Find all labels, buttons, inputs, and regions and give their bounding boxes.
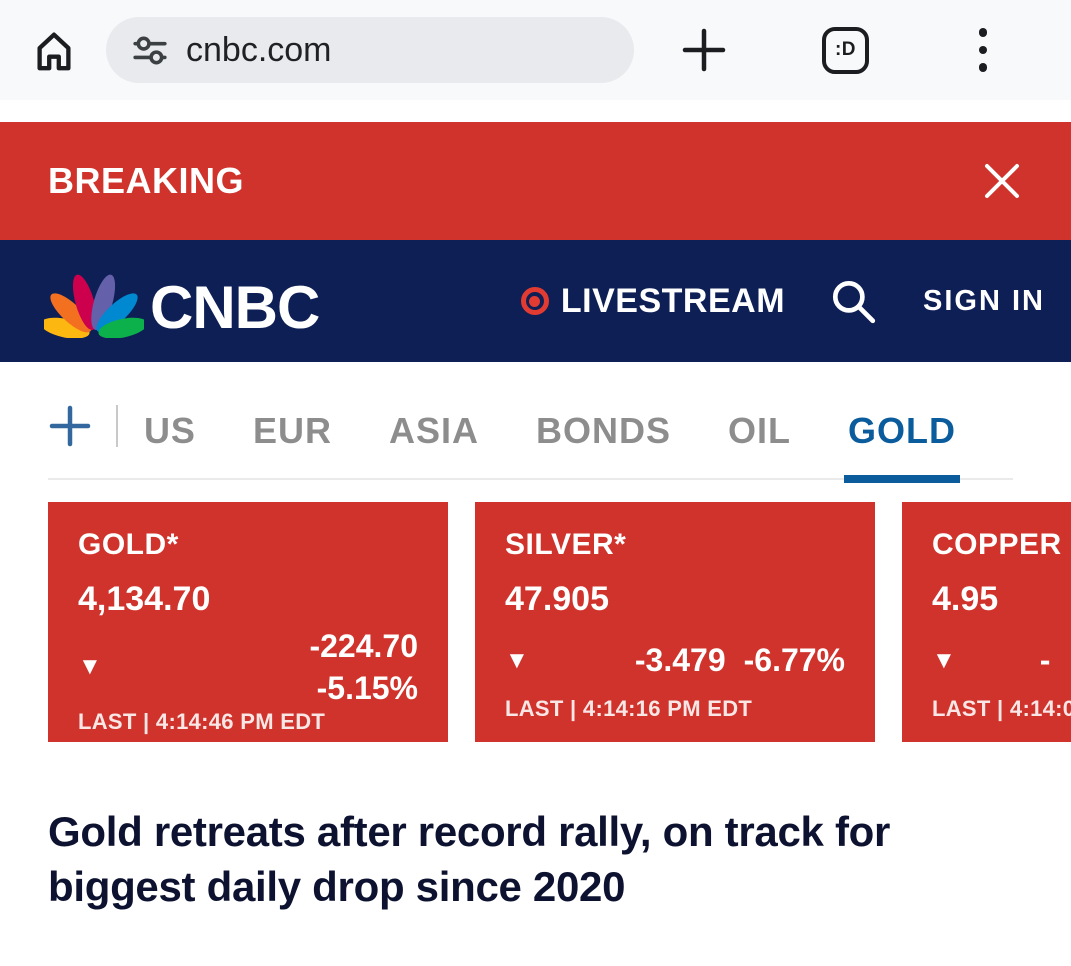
card-last-time: LAST | 4:14:16 PM EDT [505, 696, 753, 721]
url-bar[interactable]: cnbc.com [106, 17, 634, 83]
add-ticker-button[interactable] [48, 404, 92, 470]
cnbc-logo[interactable]: CNBC [44, 264, 320, 341]
tab-oil[interactable]: OIL [728, 410, 791, 451]
card-symbol: SILVER* [505, 528, 627, 561]
market-card-gold[interactable]: GOLD* 4,134.70 ▼ -224.70 -5.15% LAST | 4… [48, 502, 448, 742]
live-dot-icon [520, 287, 549, 315]
tab-switcher-button[interactable]: :D [822, 26, 869, 74]
market-card-copper[interactable]: COPPER 4.95 ▼ - LAST | 4:14:0 [902, 502, 1071, 742]
card-change-pct: -5.15% [316, 670, 418, 707]
breaking-banner: BREAKING [0, 122, 1071, 240]
peacock-icon [44, 274, 144, 338]
new-tab-button[interactable] [680, 26, 728, 74]
card-last-time: LAST | 4:14:0 [932, 696, 1071, 721]
site-settings-icon [133, 36, 167, 65]
home-button[interactable] [30, 26, 78, 74]
card-change: -3.479 [634, 642, 726, 678]
card-change-row: ▼ - [932, 625, 1071, 696]
close-icon [985, 164, 1019, 198]
tab-us[interactable]: US [143, 410, 196, 451]
down-arrow-icon: ▼ [505, 646, 529, 674]
livestream-label: LIVESTREAM [560, 281, 786, 320]
plus-icon [682, 28, 726, 72]
tab-asia[interactable]: ASIA [388, 410, 479, 451]
kebab-menu-icon [978, 28, 988, 37]
card-change: -224.70 [309, 628, 418, 664]
browser-menu-button[interactable] [963, 26, 1003, 74]
tab-bonds[interactable]: BONDS [535, 410, 671, 451]
card-price: 4.95 [932, 580, 999, 618]
card-symbol: COPPER [932, 528, 1062, 561]
down-arrow-icon: ▼ [78, 653, 102, 681]
market-tabs: US EUR ASIA BONDS OIL GOLD [48, 396, 1013, 483]
card-change-row: ▼ -224.70 -5.15% [78, 625, 418, 709]
browser-toolbar: cnbc.com :D [0, 0, 1071, 100]
card-change-row: ▼ -3.479 -6.77% [505, 625, 845, 696]
search-button[interactable] [827, 275, 879, 327]
tab-gold[interactable]: GOLD [844, 396, 960, 483]
add-icon [49, 405, 91, 447]
card-change-pct: -6.77% [743, 642, 845, 678]
card-symbol: GOLD* [78, 528, 179, 561]
market-cards: GOLD* 4,134.70 ▼ -224.70 -5.15% LAST | 4… [48, 502, 1071, 742]
sign-in-button[interactable]: SIGN IN [923, 284, 1045, 317]
breaking-label: BREAKING [48, 160, 245, 201]
tab-count-label: :D [834, 39, 857, 60]
card-change: - [1039, 642, 1051, 678]
search-icon [832, 280, 876, 324]
livestream-button[interactable]: LIVESTREAM [520, 281, 786, 321]
site-header: CNBC LIVESTREAM SIGN IN [0, 240, 1071, 362]
card-price: 4,134.70 [78, 580, 211, 618]
card-price: 47.905 [505, 580, 609, 618]
close-banner-button[interactable] [981, 160, 1023, 202]
down-arrow-icon: ▼ [932, 646, 956, 674]
home-icon [37, 32, 71, 71]
tabs-divider [116, 405, 118, 447]
tab-eur[interactable]: EUR [252, 410, 332, 451]
url-text: cnbc.com [186, 30, 332, 69]
market-card-silver[interactable]: SILVER* 47.905 ▼ -3.479 -6.77% LAST | 4:… [475, 502, 875, 742]
card-last-time: LAST | 4:14:46 PM EDT [78, 709, 326, 735]
article-headline[interactable]: Gold retreats after record rally, on tra… [48, 808, 891, 911]
logo-text: CNBC [150, 274, 320, 341]
